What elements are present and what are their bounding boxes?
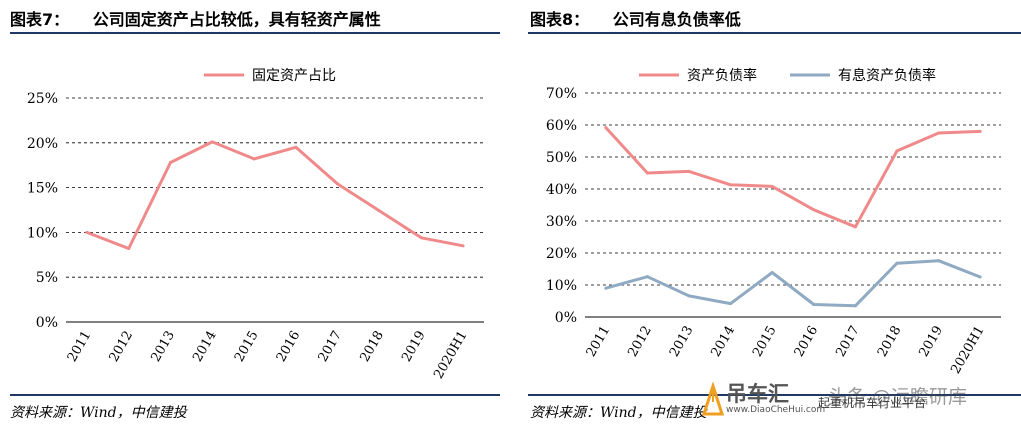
data-point [978, 129, 982, 133]
data-point [85, 230, 89, 234]
y-tick-label: 20% [27, 136, 58, 152]
x-tick-label: 2015 [750, 324, 780, 360]
figure-7-number: 图表7： [10, 10, 70, 29]
figure-7-source: 资料来源：Wind，中信建投 [10, 405, 187, 421]
data-point [895, 149, 899, 153]
figure-7-title: 公司固定资产占比较低，具有轻资产属性 [92, 10, 381, 29]
y-tick-label: 0% [555, 310, 577, 326]
data-point [645, 171, 649, 175]
figure-8-top-rule [528, 32, 1021, 34]
x-tick-label: 2019 [399, 329, 429, 365]
y-tick-label: 15% [27, 181, 58, 197]
data-point [812, 208, 816, 212]
x-tick-label: 2014 [190, 329, 220, 365]
series-line [86, 140, 464, 250]
watermark-brand: 吊车汇 [726, 382, 789, 406]
figure-7-bottom-rule [10, 394, 500, 396]
y-tick-label: 25% [27, 91, 58, 107]
figure-8-bottom-rule [528, 394, 1021, 396]
watermark: 吊车汇 www.DiaoCheHui.com 起重机吊车行业平台 头条 @远瞻研… [700, 378, 1021, 424]
debt-ratio-chart: 0% 10% 20% 30% 40% 50% 60% 70% 2011 2012 2013 2014 2… [546, 67, 1001, 377]
data-point [419, 236, 423, 240]
data-point [169, 161, 172, 165]
x-tick-label: 2016 [792, 324, 822, 360]
data-point [937, 259, 941, 263]
data-point [729, 183, 733, 187]
y-tick-label: 20% [546, 246, 577, 262]
fixed-asset-ratio-chart: 0% 5% 10% 15% 20% 25% 2011 2012 2013 2014 2015 2016… [27, 68, 484, 382]
data-point [687, 169, 691, 173]
watermark-slogan: 起重机吊车行业平台 [818, 396, 927, 410]
series-line [605, 259, 981, 308]
data-point [812, 303, 816, 307]
x-tick-label: 2018 [357, 329, 387, 365]
data-point [210, 140, 214, 144]
data-point [461, 244, 465, 248]
x-tick-label: 2015 [232, 329, 262, 365]
data-point [336, 182, 340, 186]
x-tick-label: 2016 [274, 329, 304, 365]
data-point [729, 302, 733, 306]
data-point [604, 126, 608, 130]
legend-label: 有息资产负债率 [838, 67, 936, 84]
figure-8-source: 资料来源：Wind，中信建投 [530, 405, 707, 421]
figure-8-title: 公司有息负债率低 [612, 10, 741, 29]
data-point [687, 294, 691, 298]
data-point [853, 304, 857, 308]
legend-label: 固定资产占比 [252, 68, 336, 84]
series-line [604, 126, 981, 229]
watermark-site: www.DiaoCheHui.com [726, 405, 826, 415]
figure-8-panel: 图表8： 公司有息负债率低 0% 10% 20% 30% 40% 50% 60% 70% 201… [520, 0, 1021, 426]
data-point [645, 275, 649, 279]
y-tick-label: 60% [546, 118, 577, 134]
figure-7-panel: 图表7： 公司固定资产占比较低，具有轻资产属性 0% 5% 10% 15% 20% 25%… [0, 0, 500, 426]
y-tick-label: 10% [546, 278, 577, 294]
data-point [604, 286, 608, 290]
x-tick-label: 2018 [875, 324, 905, 360]
y-tick-label: 70% [546, 86, 577, 102]
data-point [294, 145, 298, 149]
y-tick-label: 0% [36, 315, 58, 331]
x-tick-label: 2020H1 [948, 324, 987, 377]
y-tick-label: 40% [546, 182, 577, 198]
watermark-overlay: 头条 @远瞻研库 [828, 386, 968, 408]
data-point [895, 261, 899, 265]
y-tick-label: 50% [546, 150, 577, 166]
x-tick-label: 2012 [107, 329, 137, 365]
data-point [378, 209, 381, 213]
x-tick-label: 2020H1 [431, 328, 470, 381]
y-tick-label: 5% [36, 270, 58, 286]
x-tick-label: 2013 [667, 324, 697, 360]
x-tick-label: 2019 [917, 324, 947, 360]
legend-label: 资产负债率 [687, 67, 757, 84]
figure-8-number: 图表8： [530, 10, 590, 29]
x-tick-label: 2013 [148, 329, 178, 365]
y-tick-label: 30% [546, 214, 577, 230]
x-tick-label: 2011 [65, 329, 95, 365]
x-tick-label: 2012 [625, 324, 655, 360]
x-tick-label: 2017 [833, 324, 863, 360]
figure-7-header: 图表7： 公司固定资产占比较低，具有轻资产属性 [10, 6, 381, 30]
data-point [853, 225, 857, 229]
data-point [127, 247, 131, 251]
data-point [770, 271, 774, 275]
data-point [937, 131, 941, 135]
y-tick-label: 10% [27, 225, 58, 241]
figure-7-top-rule [10, 32, 500, 34]
figure-8-header: 图表8： 公司有息负债率低 [530, 6, 741, 30]
x-tick-label: 2017 [316, 329, 346, 365]
crane-logo-icon [701, 382, 725, 416]
x-tick-label: 2011 [584, 324, 614, 360]
data-point [770, 184, 774, 188]
data-point [252, 157, 256, 161]
x-tick-label: 2014 [709, 324, 739, 360]
data-point [978, 275, 982, 279]
